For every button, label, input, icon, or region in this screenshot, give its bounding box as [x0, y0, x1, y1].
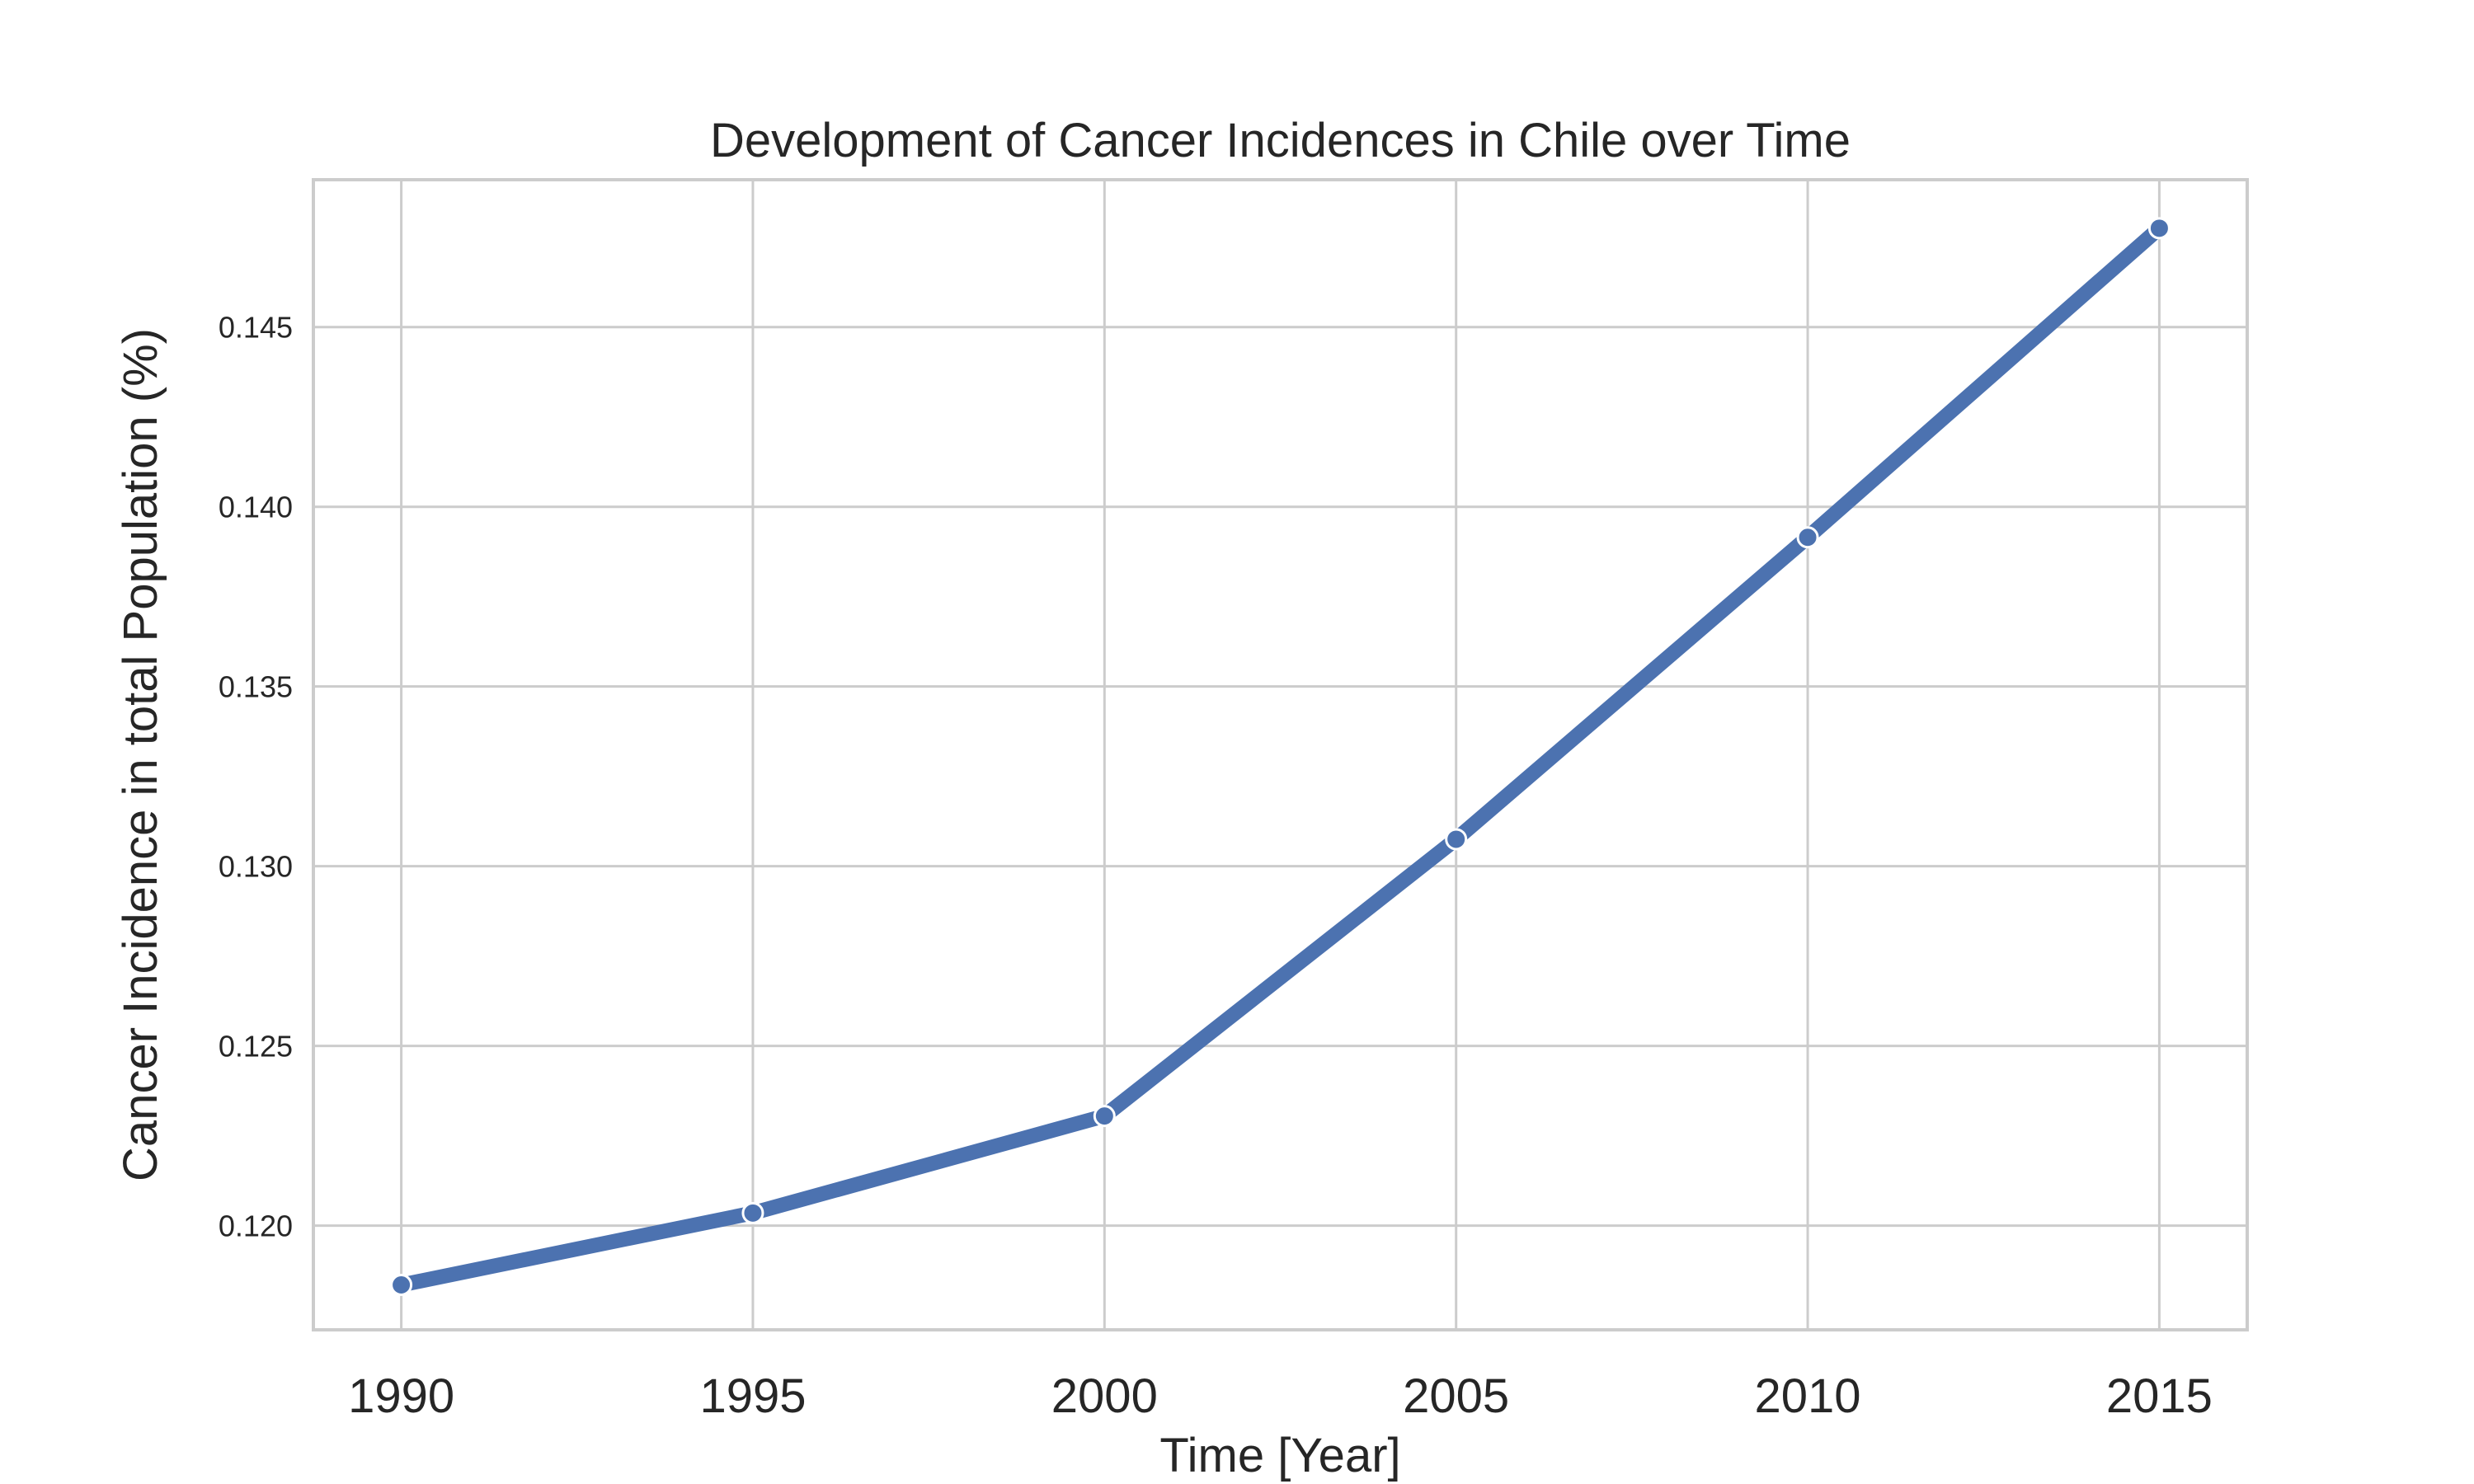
x-tick-label: 2015 [2106, 1369, 2213, 1423]
x-axis-label: Time [Year] [1159, 1429, 1400, 1482]
grid [313, 180, 2247, 1330]
x-tick-label: 1990 [348, 1369, 454, 1423]
y-tick-label: 0.135 [219, 670, 293, 704]
series-layer [390, 217, 2171, 1297]
data-point [1796, 526, 1819, 549]
y-tick-label: 0.145 [219, 311, 293, 345]
data-point [2147, 217, 2171, 240]
x-tick-label: 2005 [1403, 1369, 1509, 1423]
plot-frame [312, 178, 2249, 1331]
y-tick-label: 0.120 [219, 1209, 293, 1243]
data-point [390, 1274, 413, 1297]
data-point [1093, 1105, 1116, 1128]
data-point [741, 1201, 764, 1224]
chart-title: Development of Cancer Incidences in Chil… [710, 114, 1851, 167]
x-tick-label: 1995 [699, 1369, 806, 1423]
data-point [1445, 828, 1468, 851]
x-tick-labels: 1990 1995 2000 2005 2010 2015 [348, 1369, 2213, 1423]
y-tick-label: 0.140 [219, 491, 293, 524]
y-tick-label: 0.125 [219, 1030, 293, 1064]
x-tick-label: 2010 [1755, 1369, 1861, 1423]
y-tick-label: 0.130 [219, 850, 293, 884]
y-axis-label: Cancer Incidence in total Population (%) [114, 328, 167, 1181]
x-tick-label: 2000 [1051, 1369, 1158, 1423]
y-tick-labels: 0.120 0.125 0.130 0.135 0.140 0.145 [219, 311, 293, 1243]
series-line [399, 223, 2165, 1293]
